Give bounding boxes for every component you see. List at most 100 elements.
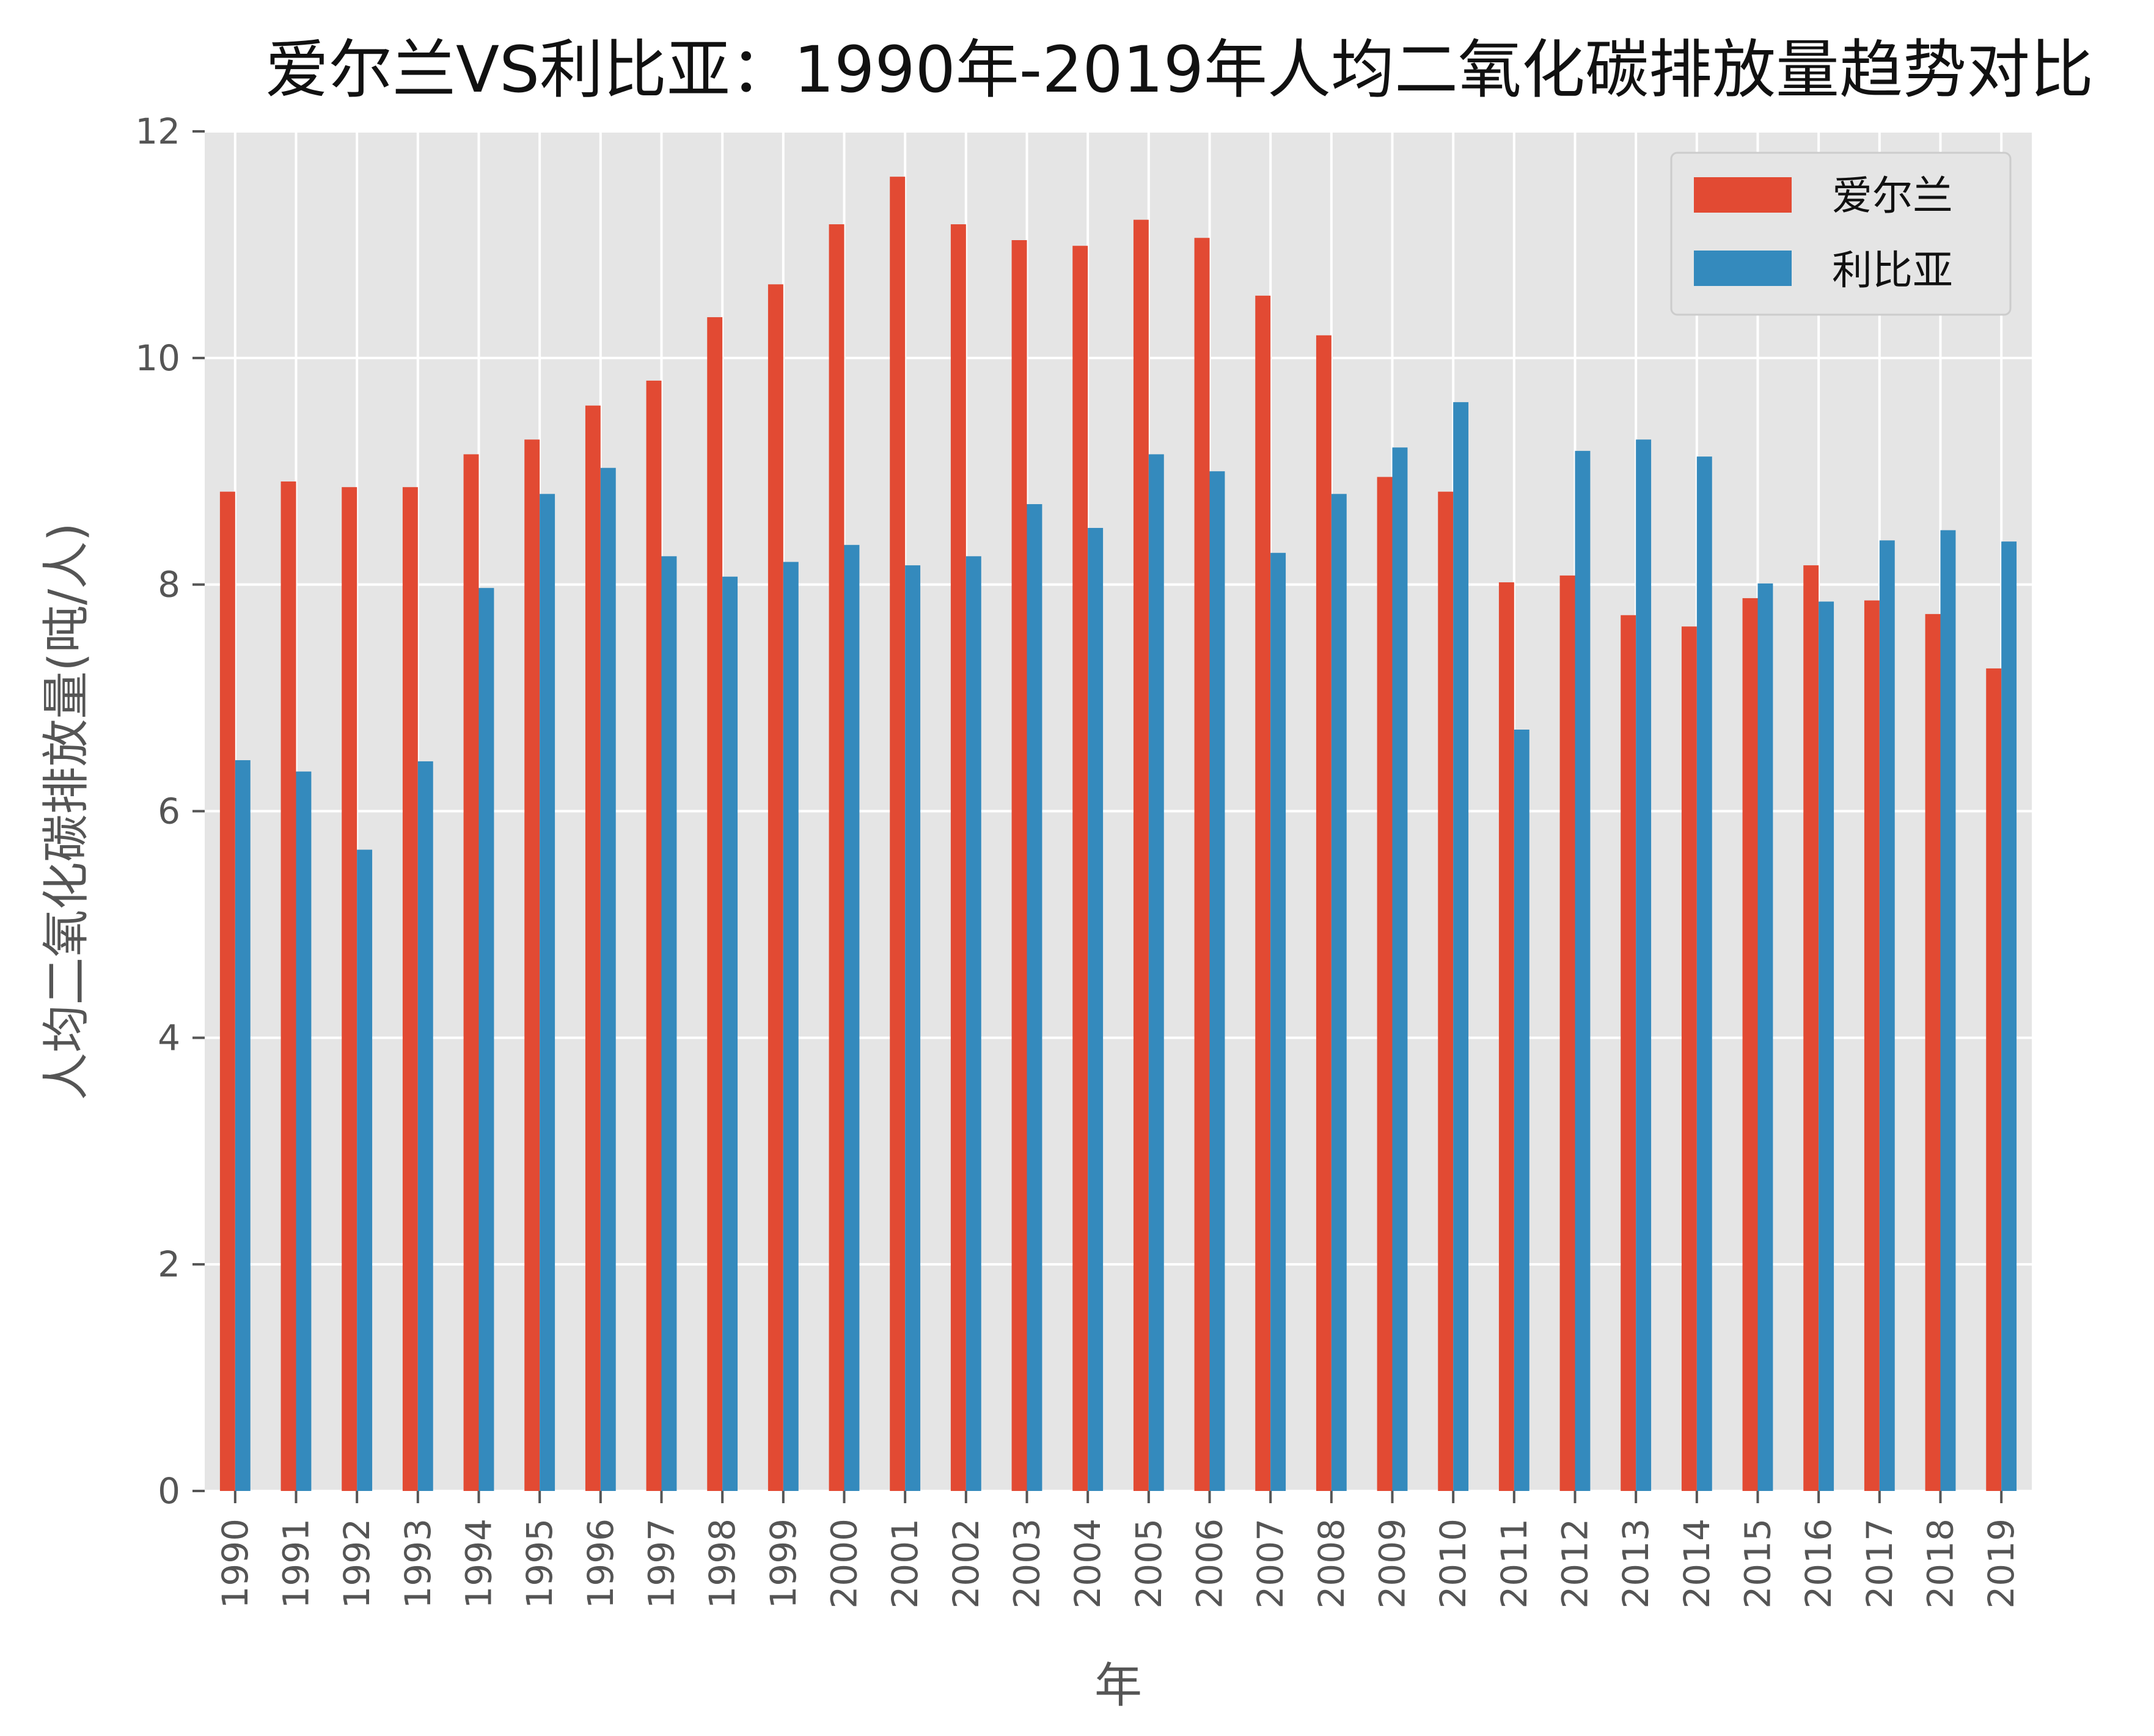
x-tick-label: 2017 [1859,1518,1900,1609]
bar-libya-2000 [844,544,860,1492]
x-tick-label: 1996 [580,1518,621,1609]
bar-libya-2010 [1453,402,1469,1492]
bar-ireland-2018 [1925,613,1941,1491]
x-tick-label: 1999 [763,1518,804,1609]
x-tick-label: 1998 [702,1518,743,1609]
bar-libya-1991 [296,771,312,1491]
bar-ireland-2014 [1681,626,1697,1491]
x-tick-label: 2008 [1311,1518,1352,1609]
bar-libya-2014 [1696,456,1712,1492]
bar-libya-2003 [1027,504,1042,1492]
x-tick-label: 2011 [1493,1518,1535,1609]
y-tick-label: 2 [158,1243,180,1285]
bar-libya-1992 [357,849,373,1491]
x-tick-label: 2016 [1798,1518,1839,1609]
bar-libya-2013 [1636,439,1652,1492]
bar-libya-2008 [1331,494,1347,1492]
bar-ireland-1997 [646,380,662,1491]
bar-libya-2006 [1209,471,1225,1491]
x-tick-label: 1992 [336,1518,378,1609]
x-tick-label: 2005 [1128,1518,1170,1609]
x-tick-label: 2001 [884,1518,926,1609]
x-tick-label: 2018 [1920,1518,1962,1609]
x-tick-label: 2019 [1980,1518,2022,1609]
bar-ireland-2000 [829,224,844,1491]
bar-ireland-2006 [1194,238,1210,1491]
bar-libya-1995 [540,494,555,1492]
bar-libya-1990 [235,760,251,1491]
axes-layer: 0 2 4 6 8 10 12 1990 1991 1992 1993 1994 1995 1996 199… [135,111,2022,1609]
bar-ireland-1991 [280,481,296,1491]
x-tick-label: 2013 [1615,1518,1657,1609]
x-tick-label: 2000 [824,1518,865,1609]
bar-ireland-2010 [1438,491,1454,1491]
legend-swatch-ireland [1694,177,1792,213]
x-tick-label: 2007 [1250,1518,1291,1609]
bar-libya-2009 [1392,447,1408,1491]
bar-ireland-1998 [707,317,723,1492]
bar-libya-1998 [722,576,738,1491]
bar-ireland-2002 [950,224,966,1491]
x-tick-label: 1990 [214,1518,256,1609]
y-tick-label: 12 [135,111,180,152]
bar-libya-2004 [1088,527,1104,1492]
x-tick-label: 1995 [519,1518,560,1609]
y-tick-label: 6 [158,791,180,832]
legend-label-libya: 利比亚 [1832,247,1953,294]
bar-ireland-2011 [1498,582,1514,1492]
x-tick-label: 2010 [1432,1518,1474,1609]
bar-libya-2016 [1819,601,1834,1491]
legend-label-ireland: 爱尔兰 [1832,172,1953,219]
bar-libya-2011 [1514,730,1529,1491]
bar-ireland-1990 [219,491,235,1491]
bar-ireland-2001 [890,177,906,1491]
x-tick-label: 2009 [1372,1518,1413,1609]
bar-libya-1997 [661,556,677,1491]
legend-swatch-libya [1694,251,1792,286]
bar-ireland-2015 [1742,598,1758,1491]
bar-libya-1994 [478,588,494,1491]
x-axis-label: 年 [1094,1658,1142,1713]
x-tick-label: 2012 [1555,1518,1596,1609]
bar-libya-2018 [1940,530,1956,1491]
y-tick-label: 0 [158,1470,180,1512]
bar-ireland-1992 [342,487,357,1492]
bar-ireland-2008 [1316,335,1332,1491]
bar-ireland-2017 [1864,600,1880,1491]
bar-ireland-2005 [1133,219,1149,1491]
y-tick-label: 8 [158,564,180,606]
x-tick-label: 2002 [945,1518,987,1609]
bar-ireland-1996 [585,405,601,1492]
x-tick-label: 2003 [1006,1518,1048,1609]
x-tick-label: 2015 [1737,1518,1779,1609]
bar-libya-2019 [2001,541,2017,1492]
x-tick-label: 1991 [276,1518,317,1609]
y-tick-label: 10 [135,337,180,379]
bar-ireland-2012 [1559,575,1575,1492]
x-tick-label: 1993 [397,1518,439,1609]
legend: 爱尔兰 利比亚 [1670,152,2012,316]
bar-ireland-2013 [1621,615,1636,1491]
bar-ireland-1995 [524,439,540,1492]
x-tick-label: 2014 [1676,1518,1718,1609]
bar-libya-1996 [600,467,616,1491]
x-tick-label: 1994 [458,1518,500,1609]
bar-libya-2015 [1757,583,1773,1491]
bar-libya-2012 [1575,450,1591,1491]
bar-ireland-2003 [1011,240,1027,1491]
bars-layer [219,177,2017,1492]
bar-ireland-2009 [1377,477,1393,1492]
bar-libya-2007 [1270,552,1286,1491]
bar-libya-1999 [783,562,799,1492]
y-tick-label: 4 [158,1017,180,1058]
bar-libya-2017 [1879,540,1895,1491]
bar-libya-2002 [965,556,981,1491]
bar-ireland-1993 [402,487,418,1492]
x-tick-label: 1997 [641,1518,683,1609]
bar-libya-2001 [905,565,921,1492]
bar-libya-2005 [1148,454,1164,1491]
bar-ireland-2004 [1072,246,1088,1491]
bar-ireland-2019 [1986,668,2002,1491]
